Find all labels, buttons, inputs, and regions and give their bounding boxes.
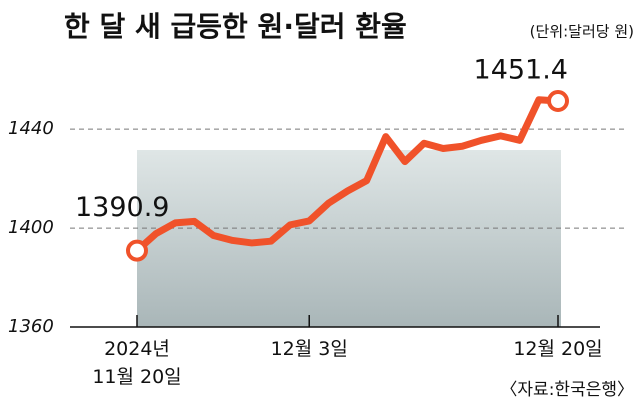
y-tick-label: 1400 (8, 217, 54, 238)
end-marker (126, 239, 148, 262)
data-label: 1390.9 (75, 192, 169, 223)
x-tick-label: 12월 20일 (513, 338, 603, 360)
data-label: 1451.4 (474, 54, 568, 85)
y-tick-label: 1360 (8, 316, 54, 337)
background-photo (137, 150, 561, 327)
source: 〈자료:한국은행〉 (500, 380, 634, 400)
x-tick-label: 2024년 11월 20일 (92, 338, 182, 388)
x-tick-label: 12월 3일 (270, 338, 348, 360)
chart-subtitle: (단위:달러당 원) (530, 23, 634, 41)
end-marker (547, 89, 569, 112)
line (134, 96, 559, 254)
chart-title: 한 달 새 급등한 원·달러 환율 (64, 10, 407, 43)
y-tick-label: 1440 (8, 118, 54, 139)
